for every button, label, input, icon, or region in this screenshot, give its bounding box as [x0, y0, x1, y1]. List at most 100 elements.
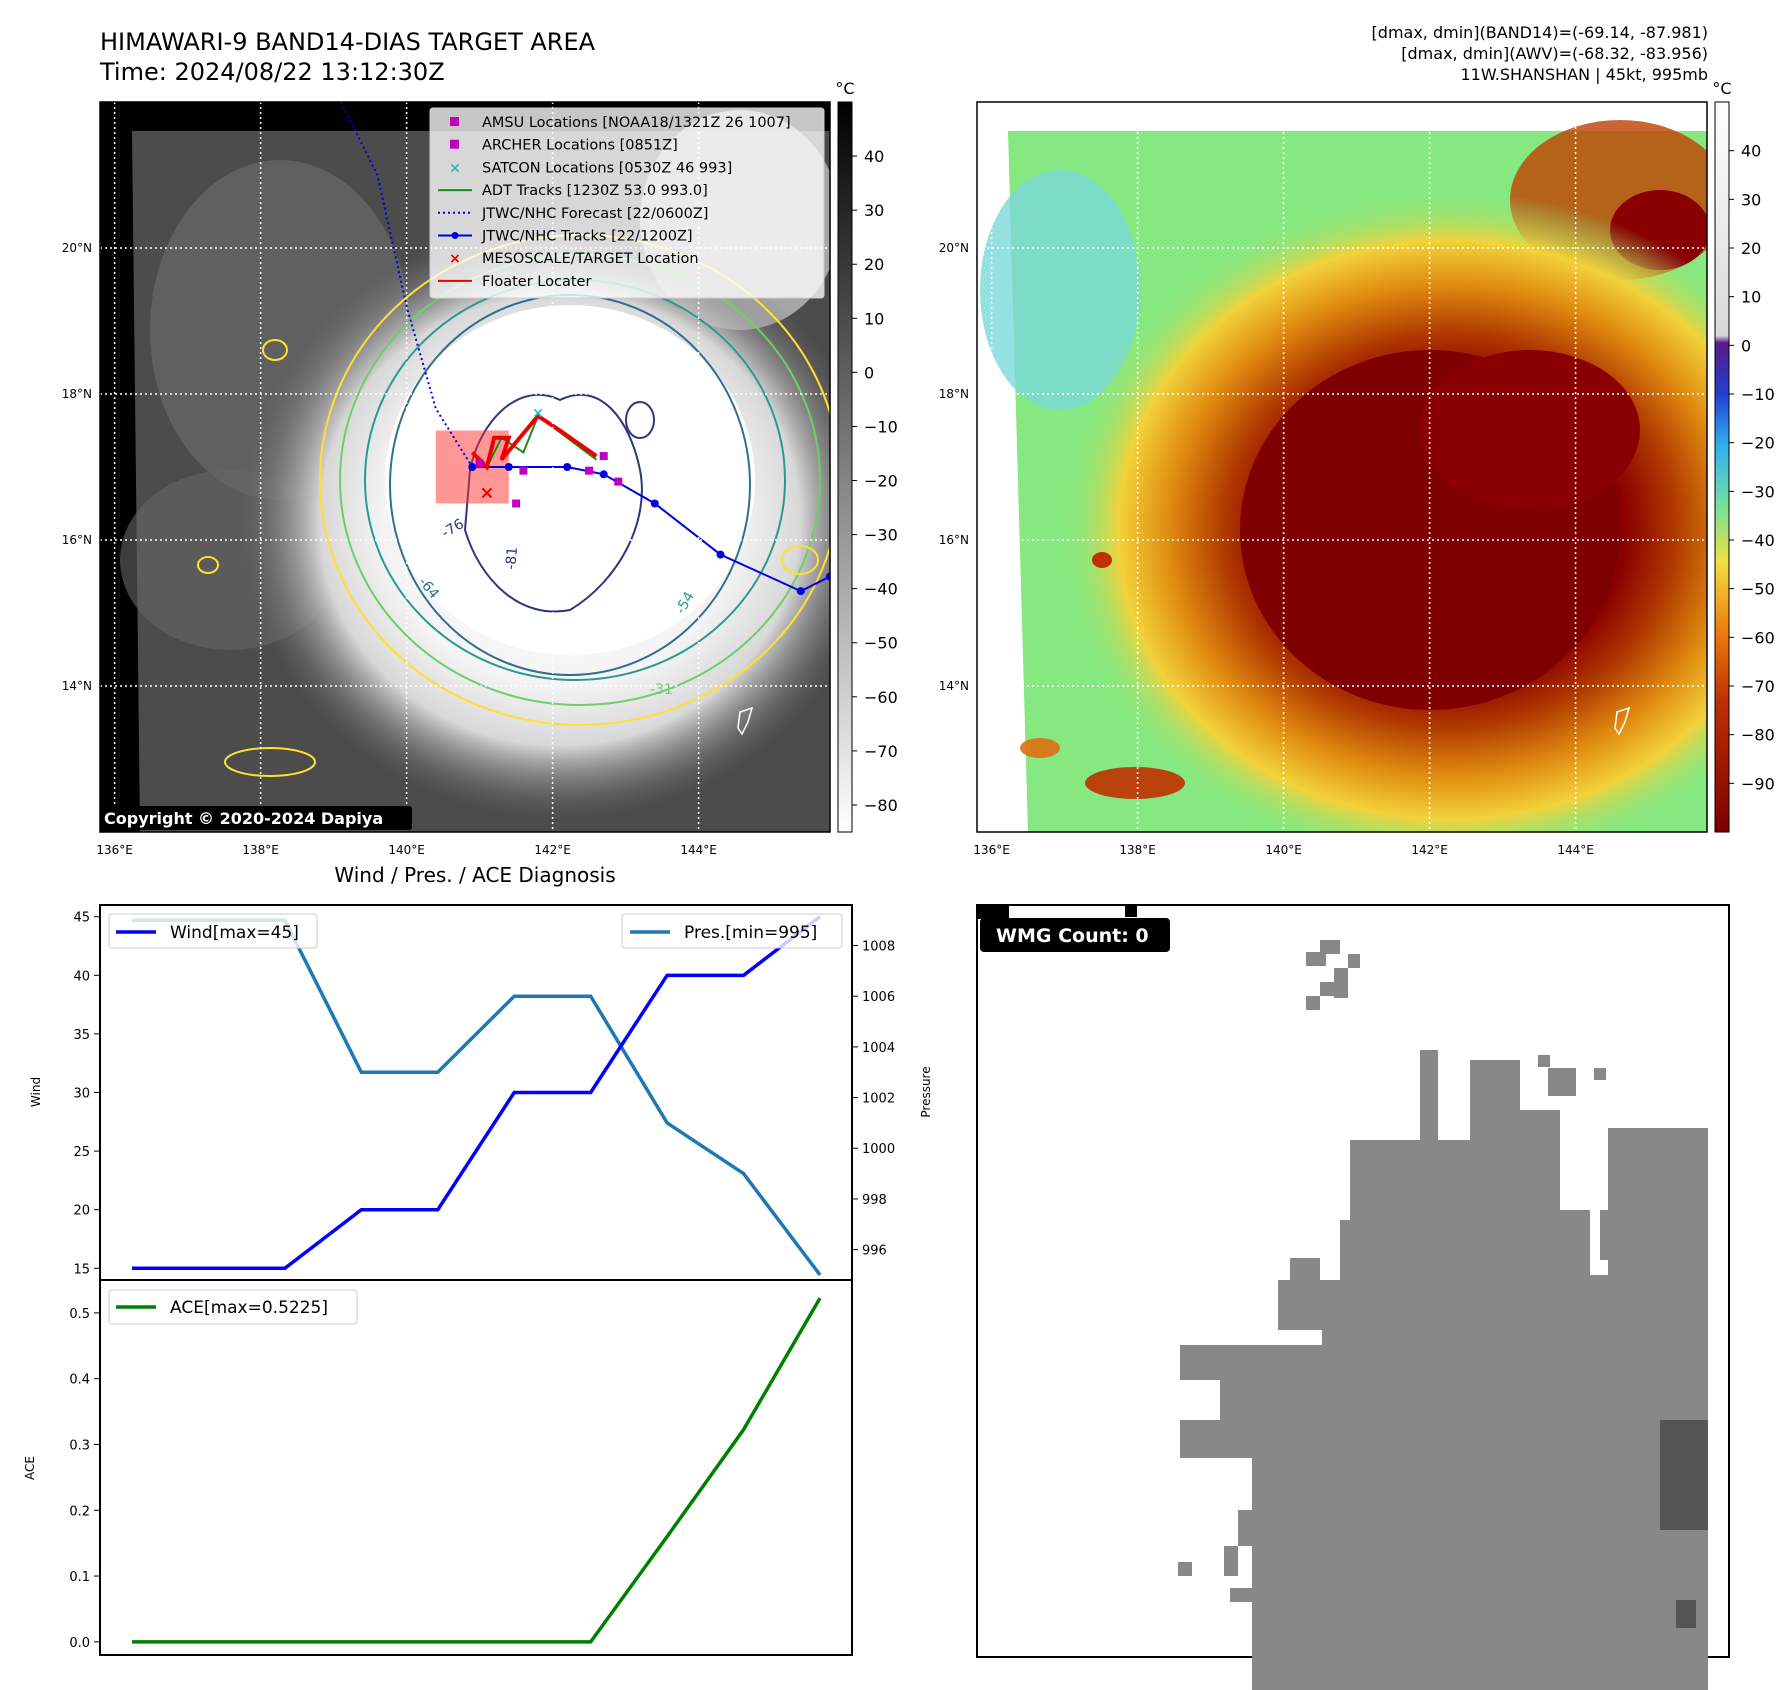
awv-cloud-core [1420, 350, 1640, 510]
colorbar-tick-label: −50 [1741, 580, 1775, 599]
ace-tick-label: 0.0 [69, 1636, 90, 1651]
wmg-region [1180, 1050, 1708, 1690]
lon-tick-label: 144°E [680, 843, 717, 857]
lat-tick-label: 16°N [62, 533, 92, 547]
pressure-axis-label: Pressure [919, 1066, 933, 1117]
jtwc-track [472, 466, 830, 593]
wind-chart-frame [99, 904, 853, 1281]
legend-label: Floater Locater [482, 274, 591, 290]
colorbar-tick-label: 10 [864, 309, 884, 328]
colorbar-tick-label: −10 [1741, 385, 1775, 404]
lon-tick-label: 140°E [1265, 843, 1302, 857]
colorbar-tick-label: −40 [1741, 531, 1775, 550]
ace-chart-frame [99, 1279, 853, 1656]
awv-cell [1092, 552, 1112, 568]
wmg-corner-mark [977, 905, 1009, 919]
wmg-region [1180, 1420, 1305, 1458]
colorbar-tick-label: 40 [864, 147, 884, 166]
jtwc-track-point [504, 463, 513, 471]
figure-title: HIMAWARI-9 BAND14-DIAS TARGET AREA [100, 28, 596, 56]
ace-tick-label: 0.3 [69, 1438, 90, 1453]
lon-tick-label: 140°E [388, 843, 425, 857]
lon-tick-label: 142°E [534, 843, 571, 857]
ace-legend: ACE[max=0.5225] [108, 1289, 358, 1325]
lat-tick-label: 16°N [939, 533, 969, 547]
wind-tick-label: 15 [73, 1262, 90, 1277]
contour-31 [262, 339, 288, 361]
wind-series-line [132, 915, 822, 1271]
wmg-region [1548, 1068, 1576, 1096]
wmg-region [1348, 954, 1360, 968]
awv-map-frame [976, 101, 1708, 833]
wmg-region [1192, 1345, 1206, 1359]
ace-ticks: 0.0 0.1 0.2 0.3 0.4 0.5 [69, 1307, 100, 1651]
amsu-marker [475, 459, 484, 468]
wind-tick-label: 45 [73, 911, 90, 926]
lon-tick-label: 138°E [1119, 843, 1156, 857]
legend-label: MESOSCALE/TARGET Location [482, 251, 699, 267]
wmg-corner-mark [1125, 905, 1137, 917]
contour-31 [197, 556, 219, 574]
legend-swatch [450, 117, 459, 126]
lat-tick-label: 18°N [62, 387, 92, 401]
lon-tick-label: 136°E [96, 843, 133, 857]
colorbar-tick-label: −20 [864, 472, 898, 491]
wmg-region-dark [1660, 1420, 1708, 1530]
wind-axis-label: Wind [29, 1077, 43, 1107]
legend-label: JTWC/NHC Tracks [22/1200Z] [481, 229, 693, 245]
awv-map-ticks: 136°E 138°E 140°E 142°E 144°E 20°N 18°N 16°N 14°… [939, 241, 1594, 857]
lat-tick-label: 14°N [62, 679, 92, 693]
wmg-region [1538, 1055, 1550, 1067]
ace-chart: ACE 0.0 0.1 0.2 0.3 0.4 0.5 ACE[max=0.5225] [23, 1279, 853, 1656]
legend-label: AMSU Locations [NOAA18/1321Z 26 1007] [482, 115, 791, 131]
wind-legend-box [108, 913, 318, 949]
colorbar-tick-label: −60 [864, 688, 898, 707]
pressure-tick-label: 1000 [862, 1142, 895, 1157]
lon-tick-label: 136°E [973, 843, 1010, 857]
colorbar-tick-label: −40 [864, 580, 898, 599]
ir-colorbar-unit: °C [835, 79, 854, 98]
wmg-region [1480, 1110, 1522, 1140]
floater-track [470, 413, 598, 471]
amsu-marker [519, 466, 528, 475]
jtwc-track-point [826, 572, 830, 581]
awv-colorbar-unit: °C [1712, 79, 1731, 98]
copyright: Copyright © 2020-2024 Dapiya [104, 809, 383, 828]
copyright-box [100, 806, 412, 830]
awv-cell [1020, 738, 1060, 758]
contour-label: -81 [503, 546, 521, 570]
jtwc-track-point [468, 463, 477, 471]
wind-pressure-chart: Wind Pressure 15 20 25 30 35 40 45 996 998 1000 1… [29, 904, 933, 1281]
satcon-marker: × [532, 405, 544, 421]
wind-tick-label: 20 [73, 1204, 90, 1219]
wmg-region [1290, 1258, 1320, 1303]
colorbar-tick-label: 40 [1741, 142, 1761, 161]
colorbar-tick-label: −60 [1741, 628, 1775, 647]
target-marker: × [479, 483, 494, 504]
awv-cell [1085, 767, 1185, 799]
colorbar-tick-label: −70 [1741, 677, 1775, 696]
wmg-region [1320, 940, 1340, 954]
diagnosis-title: Wind / Pres. / ACE Diagnosis [334, 863, 615, 887]
pressure-tick-label: 1002 [862, 1092, 895, 1107]
colorbar-tick-label: 30 [864, 201, 884, 220]
wind-tick-label: 25 [73, 1145, 90, 1160]
wind-tick-label: 30 [73, 1087, 90, 1102]
ace-tick-label: 0.2 [69, 1504, 90, 1519]
contour-31 [781, 545, 819, 575]
amsu-marker [585, 466, 594, 475]
contour-76 [463, 393, 643, 613]
wmg-region [1230, 1588, 1252, 1602]
wmg-region [1306, 952, 1326, 966]
awv-gridlines [977, 102, 1707, 832]
ace-axis-label: ACE [23, 1456, 37, 1480]
coastline [1614, 706, 1631, 736]
legend-swatch [451, 232, 459, 239]
stats-band14: [dmax, dmin](BAND14)=(-69.14, -87.981) [1372, 23, 1708, 42]
contour-81 [625, 401, 655, 439]
colorbar-tick-label: −80 [1741, 726, 1775, 745]
legend-swatch [450, 139, 459, 149]
lat-tick-label: 18°N [939, 387, 969, 401]
figure-time: Time: 2024/08/22 13:12:30Z [99, 58, 445, 86]
ir-map-frame [99, 101, 831, 833]
